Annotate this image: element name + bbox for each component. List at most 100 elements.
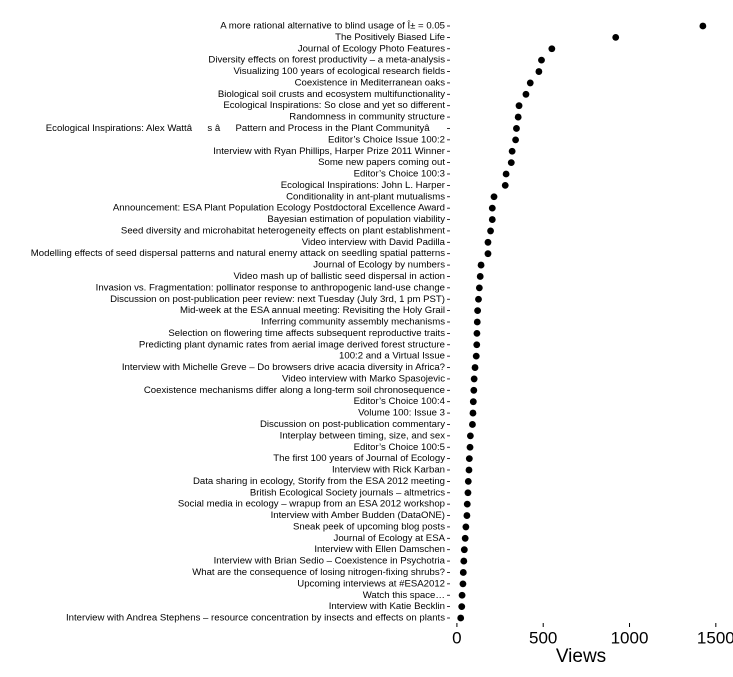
y-tick-label: Interview with Brian Sedio – Coexistence… — [214, 556, 446, 567]
y-tick-label: Announcement: ESA Plant Population Ecolo… — [113, 203, 445, 214]
dot — [466, 432, 474, 440]
dot — [535, 68, 543, 75]
dot — [458, 603, 466, 611]
dot — [473, 341, 481, 349]
x-axis-title: Views — [556, 646, 606, 667]
dot — [501, 181, 509, 189]
dot — [514, 113, 522, 121]
y-tick-label: The first 100 years of Journal of Ecolog… — [273, 453, 445, 464]
dot — [458, 591, 466, 599]
y-tick-label: Interplay between timing, size, and sex — [280, 430, 446, 441]
y-tick-label: Interview with Andrea Stephens – resourc… — [66, 613, 445, 624]
y-tick-label: Inferring community assembly mechanisms — [261, 317, 445, 328]
y-tick-label: Invasion vs. Fragmentation: pollinator r… — [96, 282, 445, 293]
y-tick-label: Biological soil crusts and ecosystem mul… — [218, 89, 445, 100]
y-tick-label: Journal of Ecology Photo Features — [298, 43, 445, 54]
y-tick-label: Editor’s Choice Issue 100:2 — [328, 134, 445, 145]
y-tick-label: Interview with Ellen Damschen — [314, 544, 445, 555]
dot — [469, 421, 476, 428]
dot — [457, 614, 465, 622]
y-tick-label: Interview with Amber Budden (DataONE) — [271, 510, 445, 521]
y-tick-label: Editor’s Choice 100:3 — [354, 169, 445, 180]
dot — [461, 534, 469, 542]
dot — [475, 284, 483, 292]
dot — [460, 557, 468, 565]
y-tick-label: Video mash up of ballistic seed dispersa… — [233, 271, 445, 282]
y-tick-label: Discussion on post-publication peer revi… — [110, 294, 445, 305]
dot — [548, 45, 556, 53]
dot — [522, 90, 530, 98]
dot — [484, 238, 492, 246]
dot — [515, 102, 523, 110]
y-tick-label: Some new papers coming out — [318, 157, 445, 168]
y-tick-label: Coexistence in Mediterranean oaks — [295, 77, 446, 88]
y-tick-label: Journal of Ecology at ESA — [334, 533, 446, 544]
dot — [513, 125, 520, 132]
dot — [469, 398, 477, 406]
x-tick-label: 500 — [529, 628, 557, 647]
dot — [472, 352, 480, 360]
y-tick-label: Ecological Inspirations: Alex Wattâs â… — [46, 123, 445, 134]
x-tick-label: 1000 — [611, 628, 649, 647]
dot — [487, 227, 494, 235]
dot — [473, 329, 481, 337]
dot — [464, 477, 472, 485]
y-tick-label: Seed diversity and microhabitat heteroge… — [121, 225, 445, 236]
dot — [463, 512, 471, 519]
dot — [464, 489, 472, 497]
y-tick-label: Ecological Inspirations: John L. Harper — [281, 180, 446, 191]
dot — [470, 386, 478, 394]
y-tick-label: Editor’s Choice 100:4 — [354, 396, 446, 407]
dot — [475, 295, 482, 303]
dot — [470, 375, 478, 383]
dot — [465, 466, 473, 474]
dot — [526, 79, 534, 87]
dot — [699, 22, 707, 30]
y-tick-label: British Ecological Society journals – al… — [250, 487, 445, 498]
y-tick-label: Social media in ecology – wrapup from an… — [178, 499, 445, 510]
y-tick-label: Randomness in community structure — [289, 112, 445, 123]
y-tick-label: Bayesian estimation of population viabil… — [267, 214, 445, 225]
dot — [465, 455, 473, 463]
y-tick-label: Data sharing in ecology, Storify from th… — [193, 476, 445, 487]
dot — [512, 136, 519, 144]
dot — [466, 443, 474, 451]
y-tick-label: Interview with Ryan Phillips, Harper Pri… — [213, 146, 446, 157]
y-tick-label: Coexistence mechanisms differ along a lo… — [144, 385, 445, 396]
dot — [471, 364, 479, 371]
dot — [490, 193, 498, 201]
dot — [473, 318, 481, 326]
y-tick-label: Interview with Michelle Greve – Do brows… — [122, 362, 445, 373]
y-tick-label: 100:2 and a Virtual Issue — [339, 351, 445, 362]
y-tick-label: Video interview with David Padilla — [302, 237, 446, 248]
y-tick-label: Visualizing 100 years of ecological rese… — [233, 66, 445, 77]
dot — [460, 546, 468, 554]
y-tick-label: Diversity effects on forest productivity… — [208, 55, 445, 66]
y-tick-label: Editor’s Choice 100:5 — [354, 442, 445, 453]
dot — [463, 500, 471, 508]
dot — [459, 569, 467, 576]
y-tick-label: Interview with Katie Becklin — [329, 601, 445, 612]
y-tick-label: Interview with Rick Karban — [332, 465, 445, 476]
y-tick-label: What are the consequence of losing nitro… — [192, 567, 445, 578]
y-tick-label: Ecological Inspirations: So close and ye… — [223, 100, 445, 111]
dot — [488, 216, 496, 223]
y-tick-label: Predicting plant dynamic rates from aeri… — [139, 339, 445, 350]
y-tick-label: Mid-week at the ESA annual meeting: Revi… — [180, 305, 445, 316]
dot — [477, 261, 485, 269]
dot — [484, 250, 492, 258]
dot — [469, 409, 477, 417]
dot — [488, 204, 496, 212]
dot — [474, 307, 482, 315]
y-tick-label: A more rational alternative to blind usa… — [220, 21, 445, 32]
dot — [462, 523, 470, 531]
dot — [508, 147, 516, 155]
y-tick-label: Conditionality in ant-plant mutualisms — [286, 191, 445, 202]
dot — [502, 170, 510, 178]
dot — [538, 56, 545, 64]
dot — [507, 159, 515, 167]
y-tick-label: Selection on flowering time affects subs… — [168, 328, 445, 339]
y-tick-label: Volume 100: Issue 3 — [358, 408, 445, 419]
y-tick-label: Watch this space… — [363, 590, 445, 601]
